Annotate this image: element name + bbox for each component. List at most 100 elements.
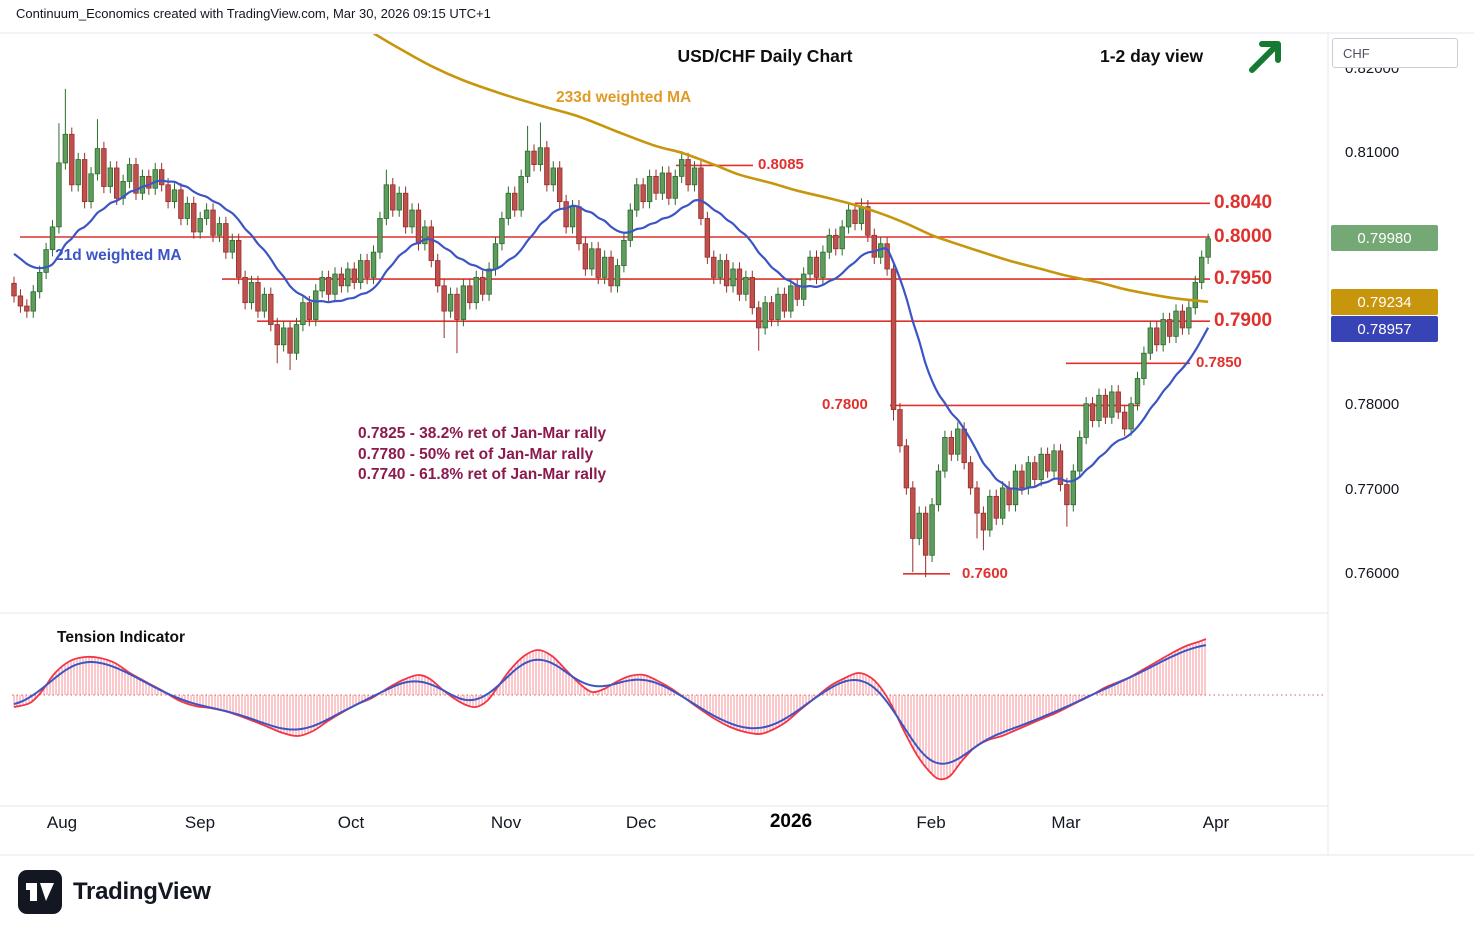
candle-body <box>184 202 191 219</box>
candle-body <box>1038 453 1044 480</box>
level-label[interactable]: 0.7950 <box>1214 268 1273 290</box>
candle-body <box>69 133 75 186</box>
tension-indicator-pane[interactable] <box>12 638 1325 781</box>
candle-body <box>903 445 910 489</box>
candle-body <box>191 202 197 233</box>
candle-body <box>845 209 852 228</box>
candle-body <box>756 307 762 329</box>
candle-body <box>178 189 184 219</box>
candle-body <box>788 285 794 312</box>
candle-body <box>499 218 505 245</box>
tradingview-logo[interactable]: TradingView <box>18 870 211 914</box>
tension-blue-line <box>13 644 1207 765</box>
candle-body <box>582 243 589 270</box>
candle-body <box>595 248 601 278</box>
level-label[interactable]: 0.7600 <box>962 564 1008 582</box>
candle-body <box>428 226 434 261</box>
candle-body <box>235 239 242 278</box>
ma233-label[interactable]: 233d weighted MA <box>556 89 692 106</box>
candle-body <box>17 295 24 307</box>
candle-body <box>402 192 409 228</box>
candle-body <box>614 265 621 287</box>
candle-body <box>723 260 730 287</box>
ma21-value-badge: 0.78957 <box>1331 316 1438 342</box>
ma21-line[interactable] <box>13 179 1210 491</box>
chart-credit-text: Continuum_Economics created with Trading… <box>16 6 491 21</box>
tradingview-logo-text: TradingView <box>73 878 211 905</box>
candle-body <box>1186 307 1192 329</box>
level-label[interactable]: 0.8000 <box>1214 226 1273 247</box>
candle-body <box>910 487 916 539</box>
candle-body <box>768 302 775 320</box>
candle-body <box>865 206 871 236</box>
candle-body <box>557 167 563 203</box>
price-tick: 0.78000 <box>1345 396 1400 414</box>
candle-body <box>325 277 332 295</box>
candle-body <box>351 268 357 283</box>
candle-body <box>627 209 634 241</box>
candle-body <box>512 192 518 211</box>
candle-body <box>1070 470 1076 506</box>
candle-body <box>1057 450 1064 485</box>
candle-body <box>749 277 755 309</box>
candle-body <box>621 239 627 267</box>
candle-body <box>640 184 646 203</box>
candle-body <box>589 248 595 270</box>
candle-body <box>268 293 274 325</box>
time-axis-label: 2026 <box>769 811 813 832</box>
candle-body <box>839 226 845 250</box>
candle-body <box>646 175 653 203</box>
candle-body <box>197 218 203 233</box>
candle-body <box>338 273 345 287</box>
candle-body <box>203 209 210 219</box>
ma233-line[interactable] <box>372 33 1209 304</box>
up-right-arrow-icon <box>1249 41 1281 73</box>
candle-body <box>922 512 929 556</box>
candle-body <box>479 277 486 295</box>
candle-body <box>685 159 691 186</box>
candle-body <box>11 282 17 297</box>
candle-body <box>961 428 967 464</box>
level-label[interactable]: 0.7800 <box>822 396 868 414</box>
ma21-label[interactable]: 21d weighted MA <box>55 247 182 264</box>
candles-series[interactable] <box>11 88 1211 578</box>
candle-body <box>781 293 788 312</box>
candle-body <box>537 147 544 165</box>
candle-body <box>422 226 428 245</box>
candle-body <box>1147 327 1154 354</box>
fib-retracement-annotations[interactable]: 0.7825 - 38.2% ret of Jan-Mar rally 0.77… <box>358 424 606 486</box>
candle-body <box>955 428 961 455</box>
candle-body <box>248 282 255 304</box>
level-label[interactable]: 0.8085 <box>758 156 804 174</box>
candle-body <box>948 436 955 455</box>
candle-body <box>56 162 62 228</box>
candle-body <box>1025 462 1032 489</box>
price-tick: 0.77000 <box>1345 480 1400 498</box>
price-axis-symbol-box[interactable]: CHF <box>1332 38 1458 68</box>
candle-body <box>653 175 659 194</box>
price-tick: 0.76000 <box>1345 564 1400 582</box>
candle-body <box>435 260 441 287</box>
candle-body <box>1089 403 1096 421</box>
level-label[interactable]: 0.7900 <box>1214 310 1273 332</box>
candle-body <box>1199 256 1205 283</box>
time-axis-label: Nov <box>490 813 522 832</box>
candle-body <box>1083 403 1089 438</box>
candle-body <box>634 184 640 211</box>
candle-body <box>807 256 813 275</box>
candle-body <box>146 175 152 189</box>
main-price-pane[interactable] <box>11 33 1211 578</box>
candle-body <box>107 167 113 187</box>
candle-body <box>293 324 300 354</box>
candle-body <box>743 277 749 295</box>
time-axis-label: Dec <box>625 813 657 832</box>
retracement-line: 0.7780 - 50% ret of Jan-Mar rally <box>358 445 594 463</box>
candle-body <box>345 268 351 287</box>
candle-body <box>36 271 43 293</box>
candle-body <box>114 167 120 199</box>
level-label[interactable]: 0.7850 <box>1196 354 1242 372</box>
level-label[interactable]: 0.8040 <box>1214 192 1273 214</box>
candle-body <box>332 273 338 295</box>
candle-body <box>1006 487 1012 506</box>
